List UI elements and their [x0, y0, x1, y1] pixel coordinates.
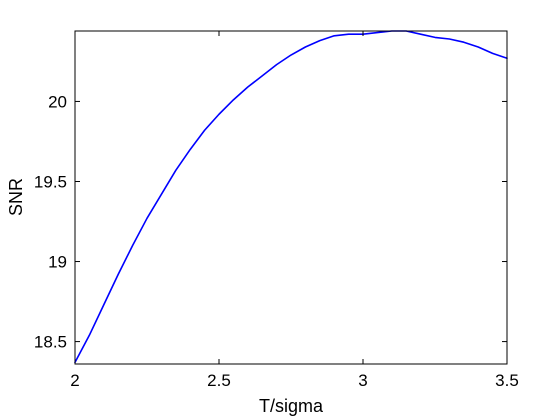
y-tick-label: 18.5: [34, 333, 67, 352]
plot-frame: [74, 30, 508, 365]
ticks-layer: 2 2.5 3 3.5 18.5 19 19.5 20: [34, 31, 519, 390]
x-tick-label: 2.5: [207, 371, 231, 390]
series-line: [74, 30, 508, 364]
x-tick-label: 2: [70, 371, 79, 390]
series-layer: [74, 30, 508, 364]
plot-background: [75, 31, 507, 364]
y-axis-label: SNR: [6, 178, 26, 216]
y-tick-label: 20: [48, 92, 67, 111]
x-tick-label: 3.5: [495, 371, 519, 390]
y-tick-label: 19: [48, 253, 67, 272]
y-tick-label: 19.5: [34, 172, 67, 191]
x-axis-label: T/sigma: [259, 396, 324, 416]
x-tick-label: 3: [358, 371, 367, 390]
